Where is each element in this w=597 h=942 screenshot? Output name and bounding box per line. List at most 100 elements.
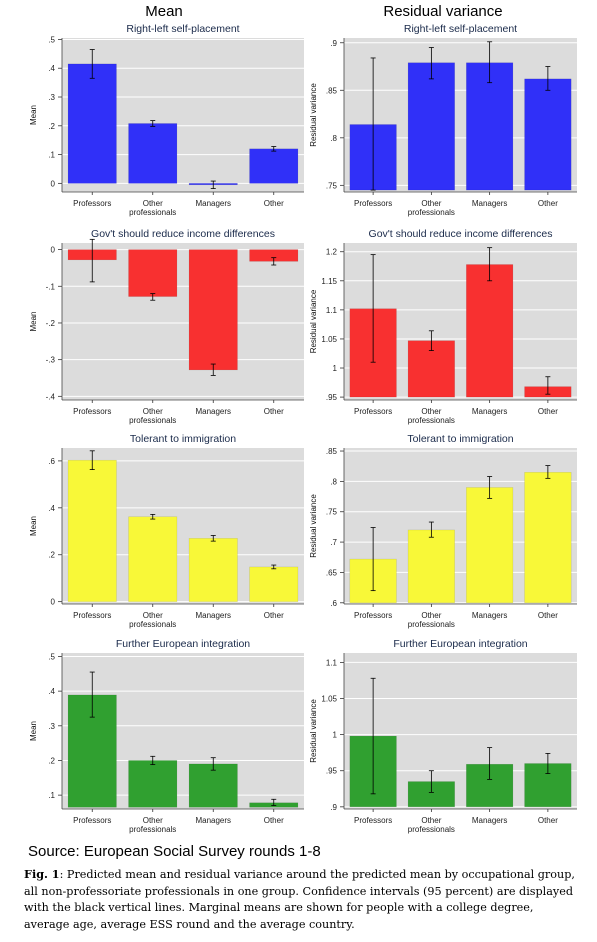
chart-3-variance-bar-managers xyxy=(466,487,514,604)
chart-2-mean-category-label: Other xyxy=(264,407,284,416)
chart-4-mean-tick-label: .3 xyxy=(48,722,55,731)
chart-4-variance-tick-label: 1.1 xyxy=(326,658,338,667)
chart-4-variance-ci-other xyxy=(545,752,551,775)
chart-2-mean-plot-area xyxy=(62,243,304,400)
chart-1-mean-bar-other xyxy=(249,148,299,184)
column-title-residual-variance: Residual variance xyxy=(383,3,502,20)
figure-caption: Fig. 1: Predicted mean and residual vari… xyxy=(24,866,580,933)
chart-4-variance-tick-label: 1 xyxy=(333,731,338,740)
chart-2-variance-title: Gov't should reduce income differences xyxy=(369,228,553,240)
chart-4-variance-tick-label: .9 xyxy=(330,803,337,812)
caption-label: Fig. 1 xyxy=(24,867,60,881)
chart-4-mean: Further European integration .1 .2 .3 .4 .5 Me… xyxy=(29,638,304,834)
chart-1-mean-tick-label: .3 xyxy=(48,93,55,102)
chart-1-variance-tick-label: .75 xyxy=(326,181,338,190)
chart-4-variance-ci-other-professionals xyxy=(428,770,434,793)
chart-3-variance-tick-label: .7 xyxy=(330,538,337,547)
chart-1-mean-ci-other xyxy=(271,146,277,152)
chart-1-variance-category-label: Other professionals xyxy=(408,199,455,217)
chart-3-mean-title: Tolerant to immigration xyxy=(130,433,236,445)
chart-2-mean-category-label: Professors xyxy=(73,407,111,416)
chart-1-variance-category-label: Professors xyxy=(354,199,392,208)
chart-3-mean-ylabel: Mean xyxy=(29,516,38,536)
chart-3-mean-category-label: Managers xyxy=(195,611,231,620)
chart-2-variance-category-label: Other xyxy=(538,407,558,416)
chart-4-mean-bar-other-professionals xyxy=(128,760,178,808)
chart-1-variance: Right-left self-placement .75 .8 .85 .9 Resid… xyxy=(309,23,577,217)
chart-2-variance-category-label: Other professionals xyxy=(408,407,455,425)
chart-1-mean-ci-other-professionals xyxy=(150,120,156,127)
chart-3-mean-ci-other xyxy=(271,564,277,570)
chart-2-variance-tick-label: 1.2 xyxy=(326,248,338,257)
chart-2-mean-bar-other-professionals xyxy=(128,249,178,297)
figure-grid: Mean Residual variance Right-left self-p… xyxy=(29,3,577,834)
chart-2-mean-tick-label: -.3 xyxy=(46,356,56,365)
chart-1-variance-ci-other-professionals xyxy=(428,47,434,80)
chart-2-mean-ylabel: Mean xyxy=(29,311,38,331)
chart-4-variance-title: Further European integration xyxy=(393,638,527,650)
chart-4-mean-tick-label: .1 xyxy=(48,791,55,800)
chart-4-mean-bar-managers xyxy=(188,763,238,808)
chart-2-variance-tick-label: 1.15 xyxy=(321,277,337,286)
chart-panels: Right-left self-placement 0 .1 .2 .3 .4 .5 Mean… xyxy=(29,23,577,834)
chart-1-mean-ci-managers xyxy=(210,180,216,189)
chart-4-mean-tick-label: .5 xyxy=(48,652,55,661)
chart-3-mean-bar-professors xyxy=(67,459,117,602)
chart-4-mean-ylabel: Mean xyxy=(29,721,38,741)
chart-4-mean-ci-other-professionals xyxy=(150,755,156,766)
chart-4-variance-ylabel: Residual variance xyxy=(309,699,318,763)
chart-3-variance-tick-label: .85 xyxy=(326,447,338,456)
chart-2-variance: Gov't should reduce income differences .9… xyxy=(309,228,577,425)
chart-3-variance: Tolerant to immigration .6 .65 .7 .75 .8 .85 Re… xyxy=(309,433,577,629)
chart-2-mean-title: Gov't should reduce income differences xyxy=(91,228,275,240)
chart-4-variance-tick-label: .95 xyxy=(326,767,338,776)
chart-1-variance-ci-professors xyxy=(370,57,376,191)
chart-1-mean-tick-label: 0 xyxy=(51,179,56,188)
chart-3-variance-title: Tolerant to immigration xyxy=(407,433,513,445)
chart-2-mean-tick-label: 0 xyxy=(51,246,56,255)
chart-2-variance-ci-other-professionals xyxy=(428,330,434,351)
chart-4-variance-category-label: Managers xyxy=(472,816,508,825)
chart-3-mean-bar-managers xyxy=(188,538,238,602)
chart-1-mean: Right-left self-placement 0 .1 .2 .3 .4 .5 Mean… xyxy=(29,23,304,217)
chart-3-mean-category-label: Other professionals xyxy=(129,611,176,629)
chart-3-variance-ci-other xyxy=(545,465,551,479)
chart-2-variance-category-label: Professors xyxy=(354,407,392,416)
chart-1-mean-bar-other-professionals xyxy=(128,123,178,184)
chart-1-mean-bar-professors xyxy=(67,63,117,184)
chart-4-mean-category-label: Managers xyxy=(195,816,231,825)
chart-3-variance-ylabel: Residual variance xyxy=(309,494,318,558)
chart-1-mean-title: Right-left self-placement xyxy=(126,23,239,35)
chart-1-variance-ci-managers xyxy=(487,41,493,84)
chart-2-variance-bar-managers xyxy=(466,264,514,398)
chart-2-variance-tick-label: .95 xyxy=(326,393,338,402)
chart-3-mean-tick-label: .6 xyxy=(48,457,55,466)
chart-3-variance-bar-other xyxy=(524,472,572,604)
chart-3-mean-tick-label: .4 xyxy=(48,504,55,513)
chart-1-mean-category-label: Managers xyxy=(195,199,231,208)
chart-3-mean-ci-professors xyxy=(89,450,95,470)
chart-1-variance-ci-other xyxy=(545,66,551,91)
chart-1-variance-bar-other xyxy=(524,78,572,191)
chart-3-mean-category-label: Other xyxy=(264,611,284,620)
chart-2-mean-bar-managers xyxy=(188,249,238,371)
chart-4-mean-title: Further European integration xyxy=(116,638,250,650)
chart-4-mean-ci-other xyxy=(271,798,277,806)
chart-1-variance-category-label: Other xyxy=(538,199,558,208)
chart-4-mean-ci-professors xyxy=(89,671,95,718)
chart-1-mean-category-label: Professors xyxy=(73,199,111,208)
chart-1-variance-title: Right-left self-placement xyxy=(404,23,517,35)
chart-4-mean-category-label: Professors xyxy=(73,816,111,825)
caption-text: : Predicted mean and residual variance a… xyxy=(24,868,575,931)
chart-1-mean-category-label: Other professionals xyxy=(129,199,176,217)
column-title-mean: Mean xyxy=(145,3,183,20)
chart-2-mean-tick-label: -.4 xyxy=(46,392,56,401)
chart-2-variance-category-label: Managers xyxy=(472,407,508,416)
chart-4-variance-ci-managers xyxy=(487,747,493,780)
chart-3-mean-ci-managers xyxy=(210,535,216,542)
chart-4-variance-category-label: Professors xyxy=(354,816,392,825)
chart-2-mean-category-label: Other professionals xyxy=(129,407,176,425)
chart-1-mean-tick-label: .2 xyxy=(48,122,55,131)
chart-2-mean-ci-other-professionals xyxy=(150,293,156,301)
source-note: Source: European Social Survey rounds 1-… xyxy=(28,843,321,860)
